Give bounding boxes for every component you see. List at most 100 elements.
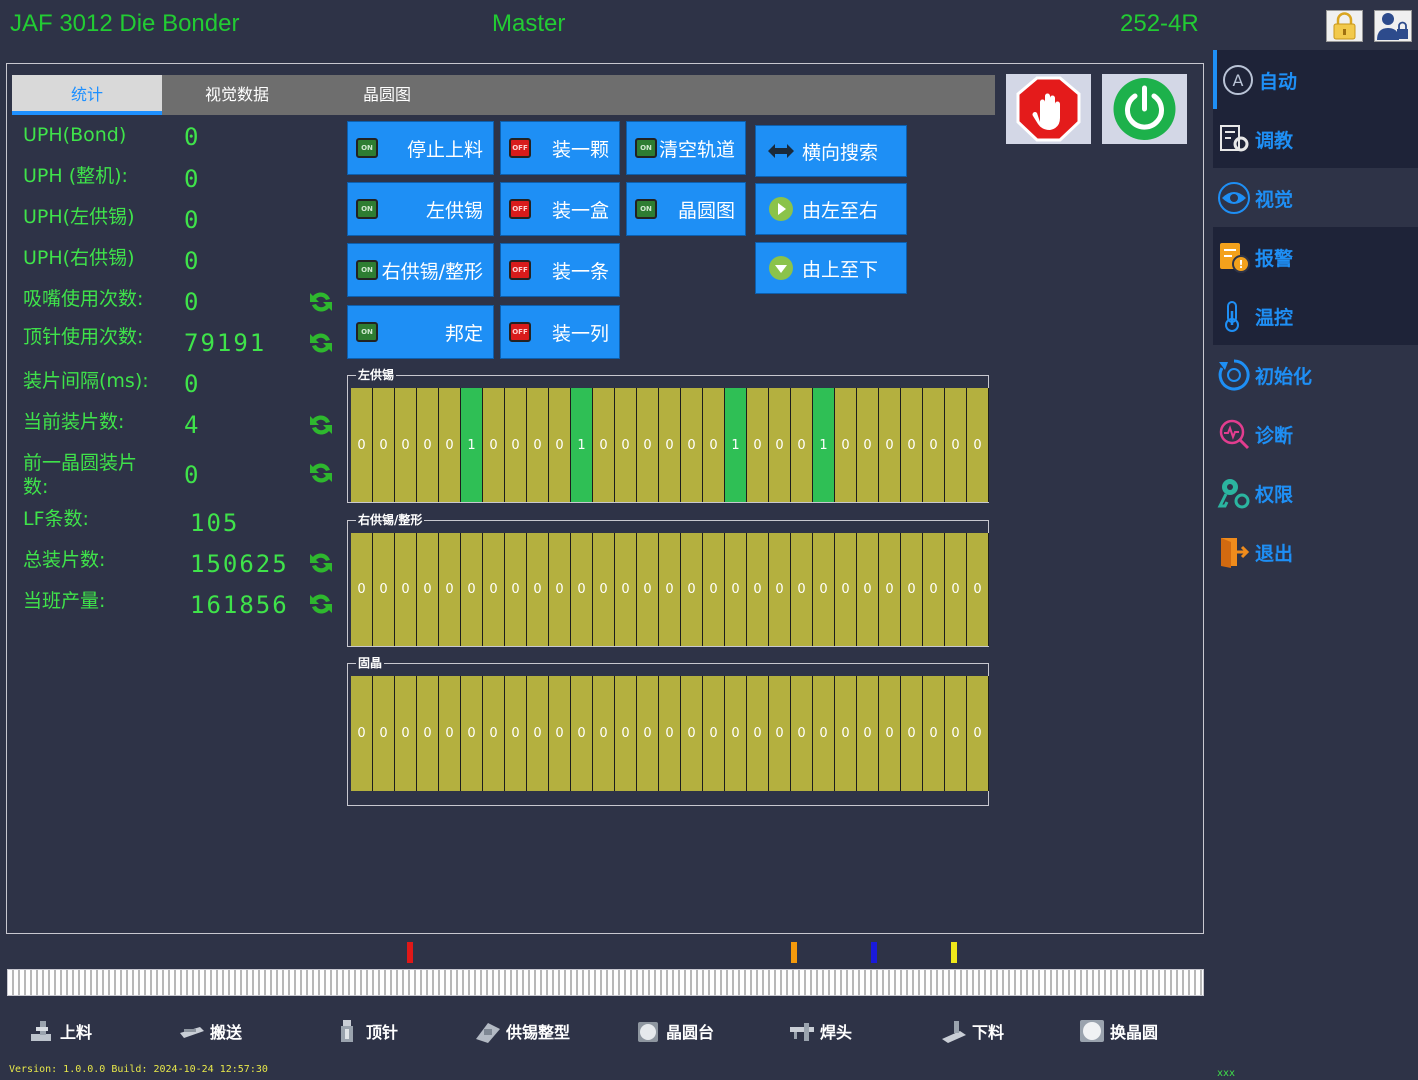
ejector-pin-icon — [341, 1020, 353, 1042]
slot-cell: 0 — [571, 676, 593, 791]
die-bond-group-title: 固晶 — [356, 656, 385, 670]
left-solder-button[interactable]: ON 左供锡 — [347, 182, 494, 236]
tab-vision-data[interactable]: 视觉数据 — [204, 85, 269, 104]
slot-cell: 0 — [461, 533, 483, 646]
sidebar-item-label: 权限 — [1255, 484, 1294, 506]
toolbar-bond-head[interactable]: 焊头 — [788, 1016, 852, 1046]
user-login-button[interactable] — [1374, 10, 1412, 42]
on-switch-icon: ON — [356, 138, 378, 158]
tab-statistics[interactable]: 统计 — [12, 75, 162, 115]
refresh-current-count-icon[interactable] — [306, 410, 336, 440]
sidebar-item-permission[interactable]: 权限 — [1213, 463, 1418, 522]
sidebar-item-temperature[interactable]: 温控 — [1213, 286, 1418, 345]
slot-cell: 0 — [637, 388, 659, 502]
slot-cell: 0 — [923, 533, 945, 646]
load-one-button[interactable]: OFF 装一颗 — [500, 121, 620, 175]
slot-cell: 0 — [659, 388, 681, 502]
position-marker-yellow — [951, 942, 957, 963]
sidebar-item-exit[interactable]: 退出 — [1213, 522, 1418, 581]
user-lock-icon — [1377, 13, 1408, 40]
stat-value-ejector-count: 79191 — [184, 329, 267, 357]
refresh-prev-wafer-count-icon[interactable] — [306, 458, 336, 488]
slot-cell: 0 — [681, 676, 703, 791]
sidebar-item-auto[interactable]: A 自动 — [1213, 50, 1418, 109]
clear-track-label: 清空轨道 — [658, 138, 735, 161]
sidebar-item-label: 初始化 — [1255, 366, 1313, 388]
sidebar-item-init[interactable]: 初始化 — [1213, 345, 1418, 404]
bond-label: 邦定 — [444, 322, 483, 345]
toolbar-ejector[interactable]: 顶针 — [334, 1016, 398, 1046]
top-to-bottom-button[interactable]: 由上至下 — [755, 242, 907, 294]
play-right-icon — [769, 197, 793, 221]
left-solder-group-title: 左供锡 — [356, 368, 397, 382]
solder-feed-icon — [476, 1023, 500, 1043]
slot-cell: 0 — [637, 533, 659, 646]
off-switch-icon: OFF — [509, 260, 531, 280]
toolbar-solder-feed[interactable]: 供锡整型 — [474, 1016, 570, 1046]
left-to-right-button[interactable]: 由左至右 — [755, 183, 907, 235]
stat-value-uph-bond: 0 — [184, 123, 201, 151]
refresh-nozzle-count-icon[interactable] — [306, 287, 336, 317]
stat-label-lf-count: LF条数: — [23, 508, 89, 530]
slot-cell: 1 — [725, 388, 747, 502]
wafer-map-button[interactable]: ON 晶圆图 — [626, 182, 746, 236]
right-solder-button[interactable]: ON 右供锡/整形 — [347, 243, 494, 297]
slot-cell: 0 — [681, 533, 703, 646]
stat-value-uph-machine: 0 — [184, 165, 201, 193]
sidebar-item-tuning[interactable]: 调教 — [1213, 109, 1418, 168]
sidebar-item-diagnose[interactable]: 诊断 — [1213, 404, 1418, 463]
load-strip-button[interactable]: OFF 装一条 — [500, 243, 620, 297]
slot-cell: 0 — [483, 533, 505, 646]
load-box-button[interactable]: OFF 装一盒 — [500, 182, 620, 236]
load-column-button[interactable]: OFF 装一列 — [500, 305, 620, 359]
toolbar-wafer-change[interactable]: 换晶圆 — [1078, 1016, 1158, 1046]
eye-icon — [1218, 182, 1250, 214]
tab-wafer-map[interactable]: 晶圆图 — [362, 85, 411, 104]
slot-cell: 0 — [791, 676, 813, 791]
toolbar-loader[interactable]: 上料 — [28, 1016, 92, 1046]
slot-cell: 0 — [835, 676, 857, 791]
auto-icon: A — [1223, 65, 1253, 95]
sidebar-item-label: 退出 — [1255, 543, 1294, 565]
toolbar-label: 晶圆台 — [666, 1023, 715, 1042]
emergency-stop-button[interactable] — [1006, 74, 1091, 144]
status-text: xxx — [1217, 1068, 1236, 1079]
stop-hand-icon — [1016, 76, 1081, 142]
slot-cell: 0 — [373, 533, 395, 646]
clear-track-button[interactable]: ON 清空轨道 — [626, 121, 746, 175]
toolbar-unloader[interactable]: 下料 — [940, 1016, 1004, 1046]
unloader-icon — [942, 1021, 966, 1043]
refresh-total-count-icon[interactable] — [306, 548, 336, 578]
bond-head-icon — [790, 1023, 814, 1041]
lock-button[interactable] — [1326, 10, 1363, 42]
stat-value-lf-count: 105 — [190, 509, 240, 537]
load-strip-label: 装一条 — [551, 260, 609, 283]
alarm-icon: ! — [1220, 243, 1250, 273]
refresh-shift-output-icon[interactable] — [306, 589, 336, 619]
stop-feed-label: 停止上料 — [406, 138, 483, 161]
power-button[interactable] — [1102, 74, 1187, 144]
sidebar-item-alarm[interactable]: ! 报警 — [1213, 227, 1418, 286]
sidebar-item-vision[interactable]: 视觉 — [1213, 168, 1418, 227]
stat-label-prev-wafer-count: 前一晶圆装片数: — [23, 452, 138, 498]
slot-cell: 0 — [879, 676, 901, 791]
refresh-ejector-count-icon[interactable] — [306, 328, 336, 358]
slot-cell: 0 — [527, 533, 549, 646]
slot-cell: 0 — [813, 533, 835, 646]
slot-cell: 0 — [615, 533, 637, 646]
settings-icon — [1220, 125, 1249, 152]
bond-button[interactable]: ON 邦定 — [347, 305, 494, 359]
horizontal-search-button[interactable]: 横向搜索 — [755, 125, 907, 177]
left-to-right-label: 由左至右 — [802, 199, 879, 222]
app-header: JAF 3012 Die Bonder Master 252-4R — [0, 0, 1418, 50]
toolbar-label: 供锡整型 — [506, 1023, 571, 1042]
on-switch-icon: ON — [356, 260, 378, 280]
slot-cell: 0 — [857, 676, 879, 791]
toolbar-wafer-table[interactable]: 晶圆台 — [634, 1016, 714, 1046]
slot-cell: 0 — [417, 533, 439, 646]
thermometer-icon — [1225, 301, 1239, 332]
stop-feed-button[interactable]: ON 停止上料 — [347, 121, 494, 175]
slot-cell: 0 — [879, 388, 901, 502]
toolbar-transfer[interactable]: 搬送 — [178, 1016, 242, 1046]
